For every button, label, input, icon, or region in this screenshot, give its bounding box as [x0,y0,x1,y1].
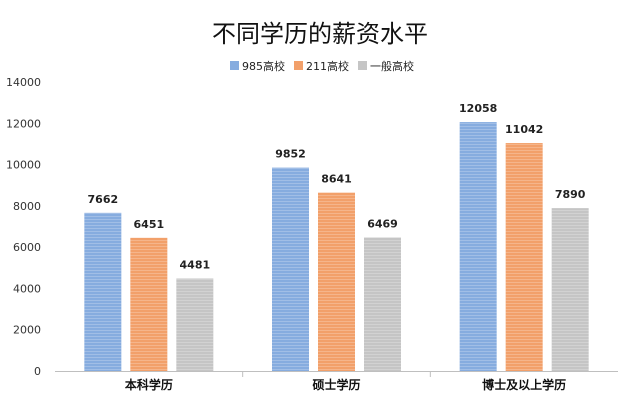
data-label: 4481 [180,258,211,271]
y-tick-label: 14000 [6,76,41,89]
bar-texture [176,278,214,371]
y-tick-label: 6000 [13,241,41,254]
bar-texture [364,237,401,371]
y-tick-label: 4000 [13,282,41,295]
data-label: 7890 [555,188,586,201]
y-tick-label: 0 [34,365,41,378]
data-label: 6451 [134,218,165,231]
data-label: 6469 [367,217,398,230]
bar-texture [130,237,168,371]
bar-texture [272,167,309,371]
category-label: 博士及以上学历 [482,377,566,392]
category-label: 本科学历 [125,377,173,392]
y-tick-label: 8000 [13,200,41,213]
bar-texture [459,122,497,371]
legend-label: 211高校 [306,59,349,73]
chart-title: 不同学历的薪资水平 [212,20,428,48]
y-tick-label: 10000 [6,159,41,172]
bar-texture [84,212,122,371]
plot-area: 0 2000 4000 6000 8000 10000 12000 14000 7662 6451… [6,76,618,392]
y-tick-label: 2000 [13,324,41,337]
legend-label: 一般高校 [370,59,414,73]
bar-texture [318,192,355,371]
category-label: 硕士学历 [312,377,360,392]
legend-label: 985高校 [242,59,285,73]
bar-texture [551,208,589,371]
data-label: 7662 [88,193,119,206]
legend: 985高校 211高校 一般高校 [230,59,414,73]
legend-swatch [230,61,239,70]
data-label: 8641 [321,173,352,186]
bar-texture [505,143,543,371]
data-label: 11042 [505,123,543,136]
y-tick-label: 12000 [6,117,41,130]
legend-swatch [294,61,303,70]
data-label: 9852 [275,148,306,161]
data-label: 12058 [459,102,497,115]
legend-swatch [358,61,367,70]
